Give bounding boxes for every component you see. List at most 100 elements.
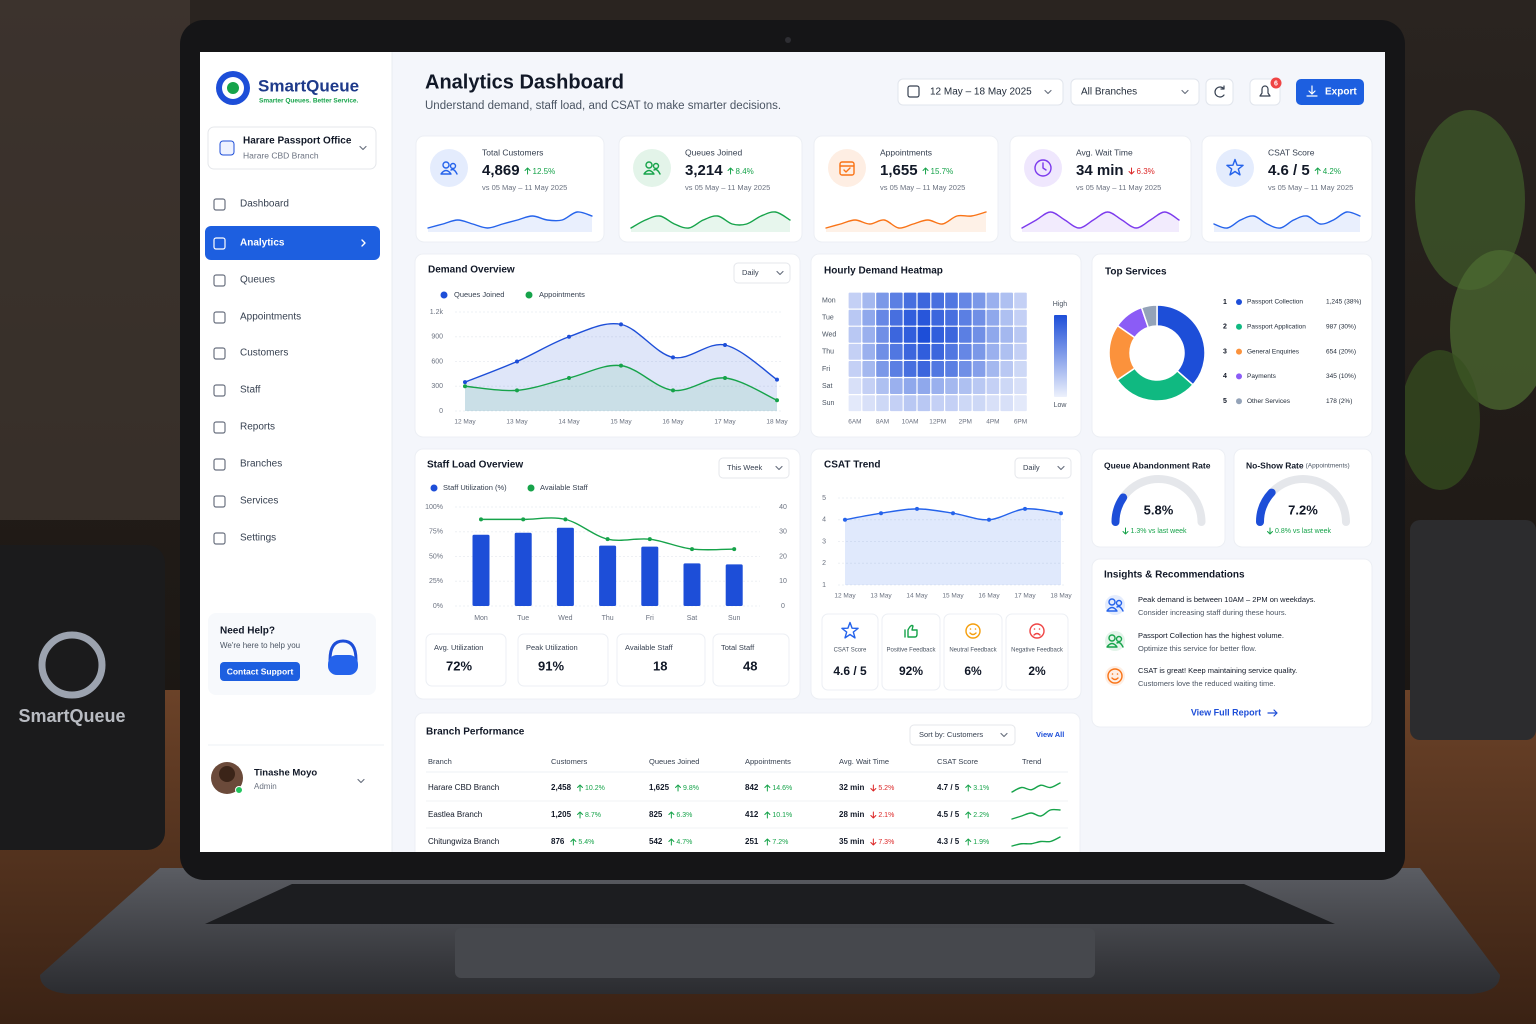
heatmap-cell: [945, 343, 958, 360]
dropdown-label[interactable]: Daily: [742, 268, 759, 277]
x-tick-label: 16 May: [662, 419, 684, 426]
cell-change: 4.7%: [676, 839, 692, 846]
legend-marker: [430, 484, 438, 492]
service-value: 654 (20%): [1326, 348, 1356, 355]
x-tick-label: Thu: [602, 615, 614, 622]
point: [723, 376, 727, 380]
mug-body: [0, 545, 165, 850]
service-value: 345 (10%): [1326, 373, 1356, 380]
nav-item[interactable]: Staff: [240, 385, 261, 396]
kpi-change: 4.2%: [1323, 167, 1341, 176]
change-arrow: [1314, 167, 1321, 175]
date-range[interactable]: 12 May – 18 May 2025: [930, 87, 1032, 98]
x-tick-label: 2PM: [959, 419, 972, 426]
export-label[interactable]: Export: [1325, 87, 1357, 98]
legend-marker: [1236, 323, 1242, 330]
contact-button-label[interactable]: Contact Support: [227, 666, 294, 676]
dropdown[interactable]: [733, 262, 791, 284]
dropdown-label[interactable]: Daily: [1023, 463, 1040, 472]
stat-card: [1005, 613, 1069, 691]
heatmap-cell: [931, 361, 944, 377]
kpi-label: Queues Joined: [685, 147, 742, 157]
point: [723, 343, 727, 347]
brand-tagline: Smarter Queues. Better Service.: [259, 98, 359, 105]
legend-marker: [440, 291, 448, 299]
column-header: Queues Joined: [649, 757, 699, 766]
point: [671, 355, 675, 360]
heatmap-cell: [917, 326, 931, 343]
dropdown[interactable]: [1014, 457, 1072, 479]
nav-item[interactable]: Queues: [240, 275, 275, 286]
contact-button[interactable]: [220, 662, 300, 681]
export-button[interactable]: [1296, 79, 1364, 105]
chevron: [775, 465, 783, 471]
nav-item[interactable]: Settings: [240, 533, 276, 544]
nav-item[interactable]: Customers: [240, 348, 288, 359]
branch-filter-label[interactable]: All Branches: [1081, 87, 1137, 98]
branch-filter[interactable]: [1070, 78, 1200, 106]
cell-change: 14.6%: [772, 785, 792, 792]
page-subtitle: Understand demand, staff load, and CSAT …: [425, 100, 781, 112]
heatmap-cell: [903, 395, 917, 412]
icon: [1107, 668, 1123, 684]
heatmap-cell: [917, 343, 931, 360]
change-arrow: [1128, 167, 1135, 175]
heatmap-cell: [1014, 292, 1027, 309]
icon: [643, 168, 661, 175]
nav-item[interactable]: Analytics: [240, 238, 285, 249]
icon: [969, 628, 972, 630]
change-arrow: [1122, 527, 1129, 535]
cell-change: 10.2%: [585, 785, 605, 792]
dropdown[interactable]: [718, 457, 790, 479]
x-tick-label: 17 May: [714, 419, 736, 426]
export-icon: [1306, 85, 1318, 97]
nav-active[interactable]: [205, 226, 380, 260]
panel: [1091, 253, 1373, 438]
view-report-link[interactable]: View Full Report: [1191, 707, 1261, 717]
change-arrow: [965, 838, 972, 846]
nav-item[interactable]: Services: [240, 496, 278, 507]
y-tick-label: 0%: [433, 603, 443, 610]
nav-item[interactable]: Branches: [240, 459, 282, 470]
date-picker[interactable]: [897, 78, 1064, 106]
kpi-label: CSAT Score: [1268, 147, 1315, 157]
kpi-change: 6.3%: [1137, 167, 1155, 176]
stat-label: Neutral Feedback: [949, 648, 997, 654]
heatmap-cell: [903, 343, 917, 360]
nav-icon: [213, 274, 226, 287]
icon: [645, 161, 653, 169]
y-tick-label: 100%: [425, 504, 443, 511]
cell-value: 2,458: [551, 783, 572, 792]
nav-item[interactable]: Dashboard: [240, 199, 289, 210]
icon: [449, 162, 457, 170]
branch-selector[interactable]: [207, 126, 377, 170]
refresh-button[interactable]: [1205, 78, 1234, 106]
stat-label: Total Staff: [721, 643, 755, 652]
sort-dropdown[interactable]: [909, 724, 1016, 746]
point: [619, 322, 623, 327]
kpi-value: 1,655: [880, 162, 918, 179]
heatmap-cell: [862, 343, 875, 360]
nav-item[interactable]: Appointments: [240, 312, 301, 323]
heatmap-cell: [1000, 378, 1013, 394]
point: [463, 380, 467, 385]
nav-icon: [213, 237, 226, 250]
stat-card: [821, 613, 879, 691]
kpi-card: [813, 135, 999, 243]
row-label: Sat: [822, 383, 833, 390]
sort-label[interactable]: Sort by: Customers: [919, 730, 983, 739]
x-tick-label: 6PM: [1014, 419, 1027, 426]
view-all-link[interactable]: View All: [1036, 730, 1064, 739]
dropdown-label[interactable]: This Week: [727, 463, 763, 472]
heatmap-cell: [931, 292, 944, 309]
column-header: Branch: [428, 757, 452, 766]
stat-label: CSAT Score: [834, 648, 867, 654]
nav-item[interactable]: Reports: [240, 422, 275, 433]
panel-title: Staff Load Overview: [427, 460, 523, 471]
status-dot: [235, 786, 243, 794]
branch-name: Harare CBD Branch: [428, 783, 499, 792]
screen: SmartQueue Smarter Queues. Better Service…: [200, 52, 1385, 852]
heatmap-cell: [972, 395, 986, 412]
heatmap-cell: [1000, 343, 1013, 360]
cell-value: 542: [649, 837, 663, 846]
